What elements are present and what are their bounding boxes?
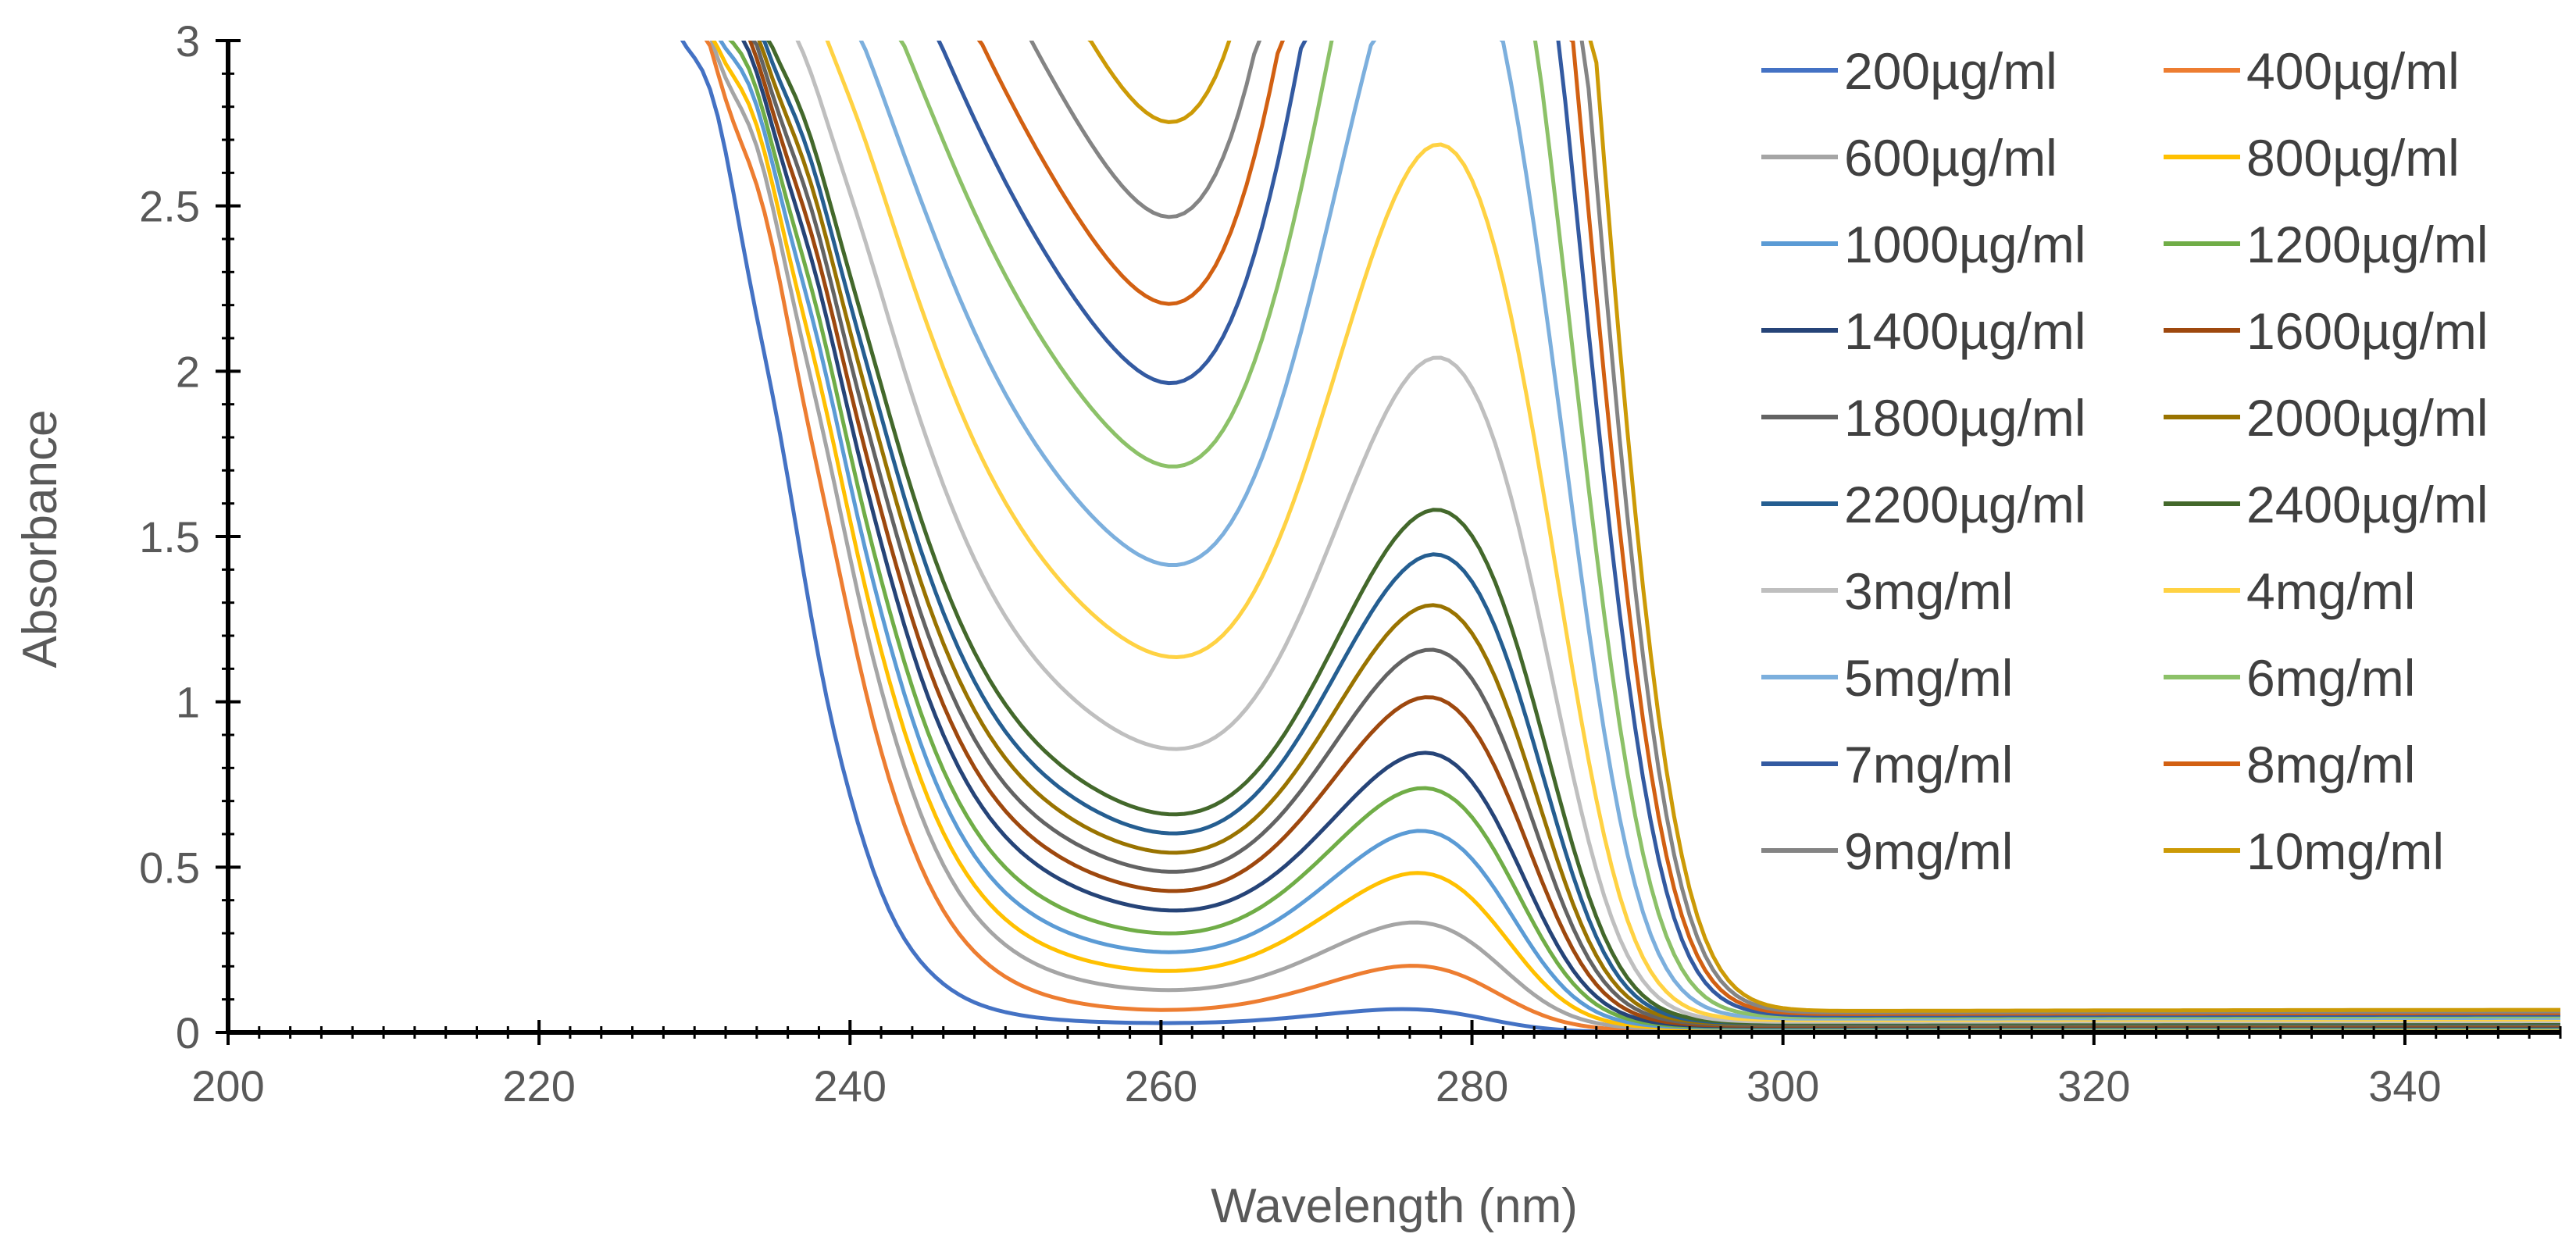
legend-label: 200µg/ml <box>1844 42 2057 100</box>
legend-item: 10mg/ml <box>2164 822 2444 880</box>
legend-label: 3mg/ml <box>1844 562 2013 620</box>
legend-label: 1600µg/ml <box>2246 302 2489 360</box>
series-line-1 <box>680 41 2560 1032</box>
legend-item: 400µg/ml <box>2164 42 2460 100</box>
legend-label: 2400µg/ml <box>2246 476 2489 533</box>
series-line-15 <box>858 41 2560 1021</box>
y-tick-label: 2.5 <box>139 182 200 231</box>
legend-item: 1200µg/ml <box>2164 216 2489 273</box>
legend-item: 1400µg/ml <box>1761 302 2086 360</box>
legend-item: 800µg/ml <box>2164 129 2460 187</box>
y-tick-label: 1.5 <box>139 512 200 562</box>
legend-label: 1800µg/ml <box>1844 389 2086 447</box>
legend-label: 5mg/ml <box>1844 649 2013 707</box>
legend-label: 7mg/ml <box>1844 736 2013 793</box>
y-tick-label: 2 <box>176 347 200 396</box>
legend-label: 6mg/ml <box>2246 649 2415 707</box>
series-layer <box>680 41 2560 1032</box>
legend-label: 1000µg/ml <box>1844 216 2086 273</box>
x-tick-label: 340 <box>2368 1061 2441 1111</box>
legend-label: 600µg/ml <box>1844 129 2057 187</box>
x-axis-title: Wavelength (nm) <box>1211 1179 1578 1233</box>
axes-layer: 200 220 240 260 280 300 320 340 0 0.5 1 1.5 2 2.5 3 <box>139 16 2562 1111</box>
legend-label: 1200µg/ml <box>2246 216 2489 273</box>
legend-item: 5mg/ml <box>1761 649 2013 707</box>
series-line-19 <box>1029 41 2560 1014</box>
y-tick-label: 3 <box>176 16 200 66</box>
x-tick-label: 300 <box>1746 1061 1819 1111</box>
x-tick-label: 260 <box>1125 1061 1197 1111</box>
series-line-12 <box>765 41 2560 1025</box>
legend: 200µg/ml 400µg/ml 600µg/ml 800µg/ml 1000µg/m… <box>1761 42 2489 880</box>
legend-item: 2200µg/ml <box>1761 476 2086 533</box>
series-line-4 <box>712 41 2560 1031</box>
x-tick-label: 220 <box>502 1061 575 1111</box>
y-tick-label: 0.5 <box>139 843 200 892</box>
legend-label: 400µg/ml <box>2246 42 2460 100</box>
x-tick-label: 200 <box>191 1061 264 1111</box>
y-tick-label: 1 <box>176 678 200 727</box>
legend-item: 1800µg/ml <box>1761 389 2086 447</box>
legend-item: 1000µg/ml <box>1761 216 2086 273</box>
x-tick-label: 240 <box>814 1061 887 1111</box>
x-tick-label: 280 <box>1436 1061 1508 1111</box>
legend-item: 2000µg/ml <box>2164 389 2489 447</box>
series-line-3 <box>709 41 2560 1032</box>
legend-item: 3mg/ml <box>1761 562 2013 620</box>
legend-item: 200µg/ml <box>1761 42 2057 100</box>
legend-item: 9mg/ml <box>1761 822 2013 880</box>
x-tick-label: 320 <box>2057 1061 2130 1111</box>
series-line-16 <box>898 41 2560 1019</box>
y-axis-title: Absorbance <box>13 410 67 669</box>
series-line-20 <box>1087 41 2560 1013</box>
legend-item: 600µg/ml <box>1761 129 2057 187</box>
series-line-17 <box>937 41 2560 1018</box>
legend-item: 8mg/ml <box>2164 736 2415 793</box>
legend-label: 9mg/ml <box>1844 822 2013 880</box>
legend-label: 10mg/ml <box>2246 822 2444 880</box>
legend-label: 1400µg/ml <box>1844 302 2086 360</box>
series-line-2 <box>704 41 2560 1032</box>
series-line-14 <box>825 41 2560 1022</box>
legend-label: 8mg/ml <box>2246 736 2415 793</box>
legend-label: 800µg/ml <box>2246 129 2460 187</box>
legend-item: 1600µg/ml <box>2164 302 2489 360</box>
legend-item: 2400µg/ml <box>2164 476 2489 533</box>
legend-item: 6mg/ml <box>2164 649 2415 707</box>
legend-label: 4mg/ml <box>2246 562 2415 620</box>
series-line-18 <box>976 41 2560 1016</box>
series-line-13 <box>795 41 2560 1024</box>
legend-label: 2200µg/ml <box>1844 476 2086 533</box>
y-tick-label: 0 <box>176 1008 200 1057</box>
legend-item: 7mg/ml <box>1761 736 2013 793</box>
legend-label: 2000µg/ml <box>2246 389 2489 447</box>
legend-item: 4mg/ml <box>2164 562 2415 620</box>
